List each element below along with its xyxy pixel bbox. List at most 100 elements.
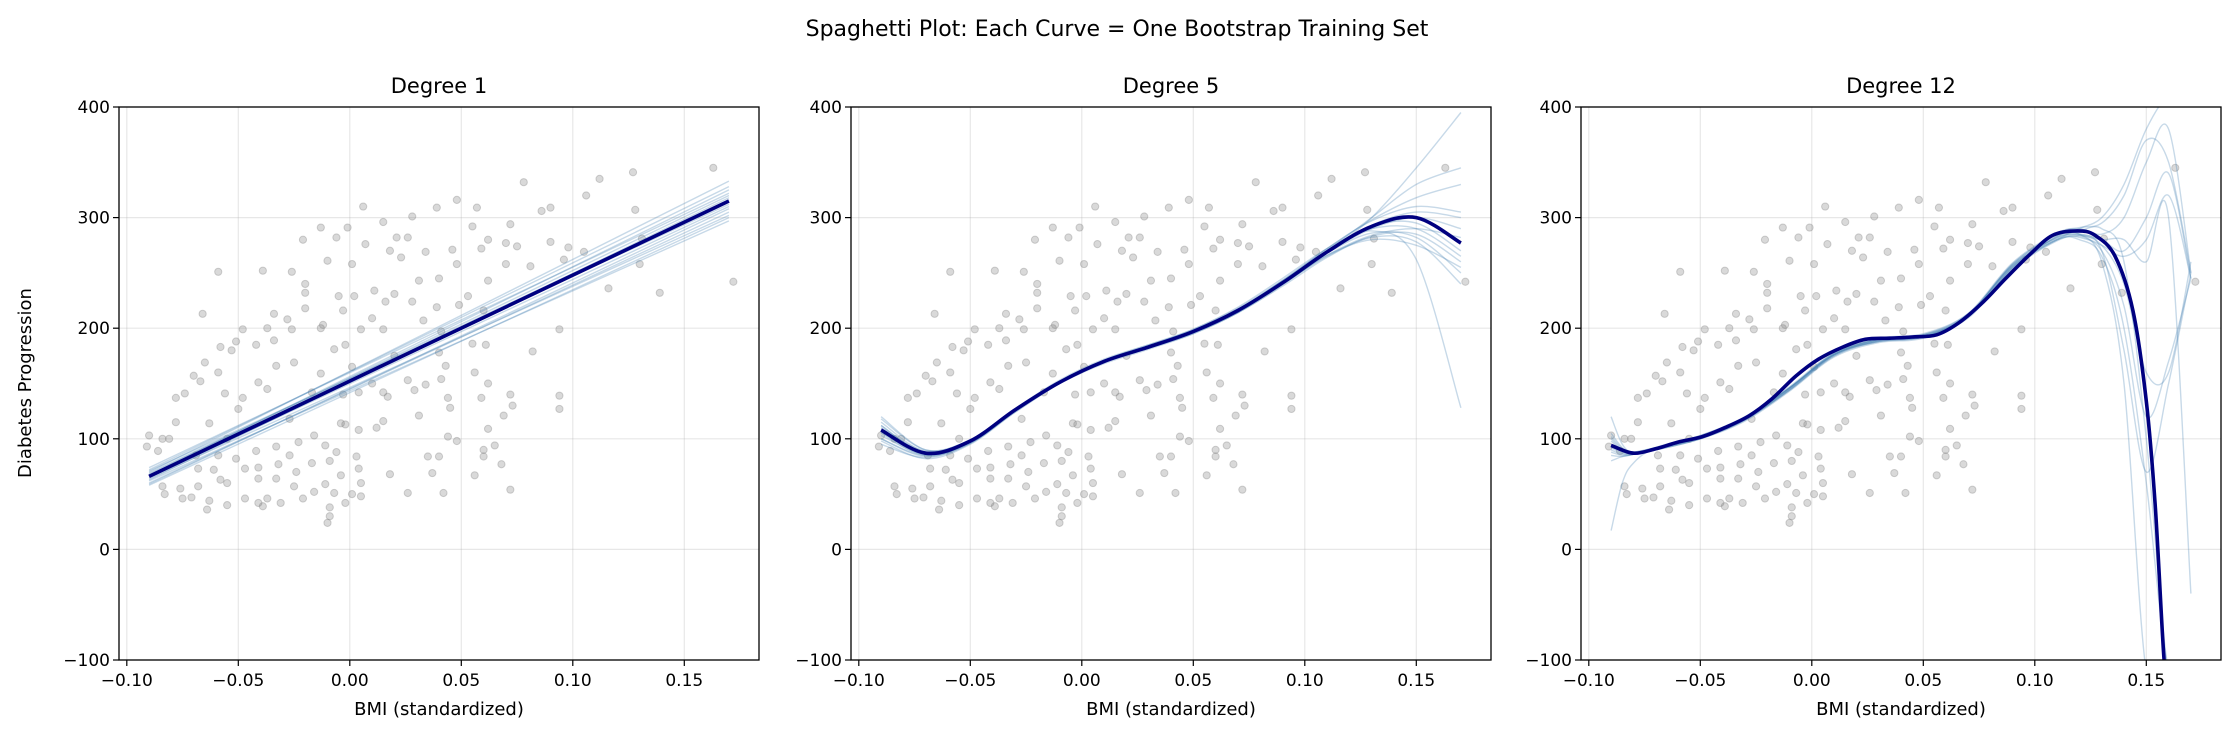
scatter-point: [1367, 259, 1376, 269]
bootstrap-curve: [1610, 137, 2192, 453]
scatter-point: [1731, 336, 1741, 345]
scatter-point: [986, 378, 995, 387]
scatter-point: [1818, 478, 1828, 488]
scatter-point: [1930, 222, 1939, 231]
y-tick-label: 300: [1540, 209, 1572, 229]
scatter-point: [1847, 246, 1857, 255]
scatter-point: [1881, 316, 1890, 325]
panel-title: Degree 5: [1123, 74, 1219, 98]
scatter-point: [341, 340, 350, 349]
scatter-point: [316, 324, 325, 333]
y-tick-label: 300: [78, 209, 110, 229]
scatter-point: [1700, 325, 1709, 334]
y-tick-label: 100: [1540, 430, 1572, 450]
y-tick-label: 0: [831, 540, 842, 560]
scatter-point: [1763, 304, 1772, 313]
scatter-point: [1166, 452, 1176, 461]
scatter-point: [519, 178, 528, 187]
scatter-point: [1667, 419, 1676, 428]
scatter-point: [432, 203, 441, 212]
scatter-point: [1627, 434, 1636, 443]
scatter-point: [434, 348, 444, 357]
scatter-point: [1876, 276, 1886, 285]
scatter-point: [434, 452, 444, 461]
scatter-point: [1798, 471, 1807, 480]
scatter-point: [1200, 222, 1209, 231]
y-tick-label: 200: [78, 319, 110, 339]
scatter-point: [1073, 420, 1082, 429]
scatter-point: [390, 289, 399, 299]
scatter-point: [205, 419, 214, 428]
scatter-point: [1662, 358, 1671, 367]
scatter-point: [316, 223, 325, 232]
scatter-point: [1039, 459, 1048, 468]
scatter-point: [1787, 503, 1796, 512]
scatter-point: [1685, 478, 1694, 488]
scatter-point: [1818, 325, 1828, 334]
scatter-point: [1693, 337, 1703, 346]
scatter-point: [301, 304, 310, 313]
scatter-point: [1287, 391, 1296, 400]
scatter-point: [216, 342, 225, 352]
scatter-point: [383, 392, 392, 401]
scatter-point: [1017, 414, 1026, 423]
scatter-point: [631, 205, 640, 214]
scatter-point: [1169, 327, 1178, 336]
scatter-point: [1934, 203, 1944, 212]
scatter-point: [990, 502, 999, 511]
scatter-point: [307, 388, 316, 397]
scatter-point: [283, 315, 292, 324]
scatter-point: [1841, 417, 1850, 426]
scatter-point: [1945, 235, 1955, 244]
y-tick-label: 0: [1561, 540, 1572, 560]
scatter-point: [1785, 518, 1794, 527]
scatter-point: [479, 445, 488, 454]
scatter-point: [1910, 245, 1919, 254]
scatter-point: [468, 222, 477, 231]
scatter-point: [1633, 418, 1642, 427]
scatter-point: [1278, 203, 1287, 212]
scatter-point: [1215, 276, 1225, 285]
scatter-point: [1015, 315, 1024, 324]
figure-title: Spaghetti Plot: Each Curve = One Bootstr…: [806, 17, 1429, 42]
scatter-point: [325, 456, 334, 466]
scatter-point: [604, 284, 613, 293]
scatter-point: [1153, 247, 1162, 256]
scatter-point: [1231, 411, 1240, 420]
scatter-point: [189, 371, 198, 380]
scatter-point: [1678, 342, 1687, 352]
scatter-point: [1296, 243, 1305, 252]
scatter-point: [1778, 369, 1787, 378]
scatter-point: [1048, 324, 1057, 333]
scatter-point: [1843, 297, 1852, 306]
scatter-point: [1760, 494, 1770, 503]
scatter-point: [454, 300, 464, 310]
scatter-point: [1244, 242, 1254, 251]
bootstrap-curve: [1610, 230, 2146, 660]
scatter-point: [1166, 348, 1176, 357]
bootstrap-curve: [148, 194, 730, 475]
scatter-point: [1113, 297, 1122, 306]
scatter-point: [546, 203, 555, 212]
scatter-point: [481, 340, 490, 349]
scatter-point: [1778, 223, 1787, 232]
scatter-point: [919, 493, 928, 502]
scatter-point: [1899, 327, 1908, 336]
scatter-point: [341, 420, 350, 429]
scatter-point: [1981, 178, 1990, 187]
scatter-point: [153, 446, 163, 456]
scatter-point: [1215, 424, 1225, 433]
scatter-point: [582, 191, 591, 200]
scatter-point: [428, 468, 437, 478]
scatter-point: [1033, 279, 1042, 289]
scatter-point: [1653, 451, 1663, 460]
scatter-point: [463, 292, 473, 301]
scatter-point: [1725, 324, 1734, 333]
scatter-point: [483, 276, 493, 285]
scatter-point: [1945, 424, 1955, 433]
scatter-point: [410, 386, 419, 395]
scatter-point: [1769, 459, 1778, 468]
scatter-point: [419, 316, 428, 325]
x-tick-label: 0.05: [442, 671, 480, 691]
scatter-point: [1062, 488, 1071, 498]
